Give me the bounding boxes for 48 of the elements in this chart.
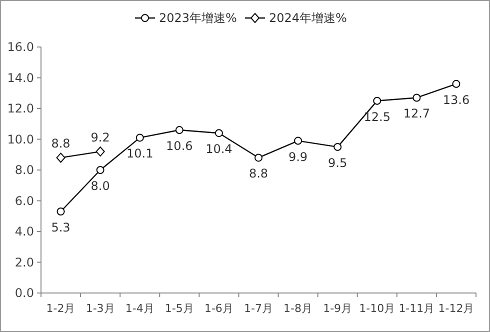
x-tick-label: 1-9月 — [323, 302, 352, 315]
y-tick-label: 16.0 — [7, 40, 34, 54]
point — [96, 166, 104, 174]
data-label: 10.4 — [206, 142, 232, 156]
legend-label: 2023年增速% — [159, 11, 237, 25]
data-label: 9.5 — [328, 156, 348, 170]
point — [334, 142, 342, 151]
point — [56, 152, 66, 163]
x-tick-label: 1-7月 — [244, 302, 273, 315]
x-tick-label: 1-5月 — [164, 302, 194, 315]
point — [56, 208, 65, 216]
y-tick-label: 4.0 — [14, 224, 34, 238]
x-tick-label: 1-4月 — [125, 302, 154, 315]
x-tick-label: 1-2月 — [46, 302, 76, 315]
y-tick-label: 0.0 — [14, 286, 34, 300]
y-tick-label: 14.0 — [7, 70, 34, 85]
x-tick-label: 1-8月 — [284, 302, 313, 315]
data-label: 8.0 — [90, 179, 110, 193]
point — [294, 136, 302, 145]
data-label: 9.9 — [288, 150, 308, 164]
y-tick-label: 6.0 — [14, 194, 34, 208]
point — [412, 94, 421, 102]
x-tick-label: 1-3月 — [86, 302, 115, 315]
point — [175, 126, 184, 134]
data-label: 12.7 — [403, 106, 430, 121]
y-tick-label: 10.0 — [7, 132, 34, 146]
data-label: 10.6 — [166, 139, 193, 154]
x-tick-label: 1-10月 — [359, 302, 396, 315]
data-label: 8.8 — [248, 166, 268, 181]
y-tick-label: 8.0 — [14, 163, 34, 177]
legend-label: 2024年增速% — [269, 11, 347, 25]
x-tick-label: 1-11月 — [398, 302, 435, 315]
data-label: 10.1 — [126, 146, 154, 161]
y-tick-label: 2.0 — [14, 255, 34, 270]
data-label: 13.6 — [442, 92, 470, 107]
data-label: 9.2 — [90, 130, 110, 145]
point — [96, 146, 105, 157]
data-label: 12.5 — [364, 110, 390, 124]
data-label: 8.8 — [51, 136, 70, 151]
point — [373, 96, 382, 105]
y-tick-label: 12.0 — [7, 102, 34, 116]
x-tick-label: 1-6月 — [204, 302, 234, 315]
point — [214, 129, 223, 138]
data-label: 5.3 — [51, 220, 70, 235]
point — [136, 134, 144, 142]
point — [452, 80, 460, 88]
x-tick-label: 1-12月 — [438, 302, 474, 315]
point — [254, 154, 262, 162]
